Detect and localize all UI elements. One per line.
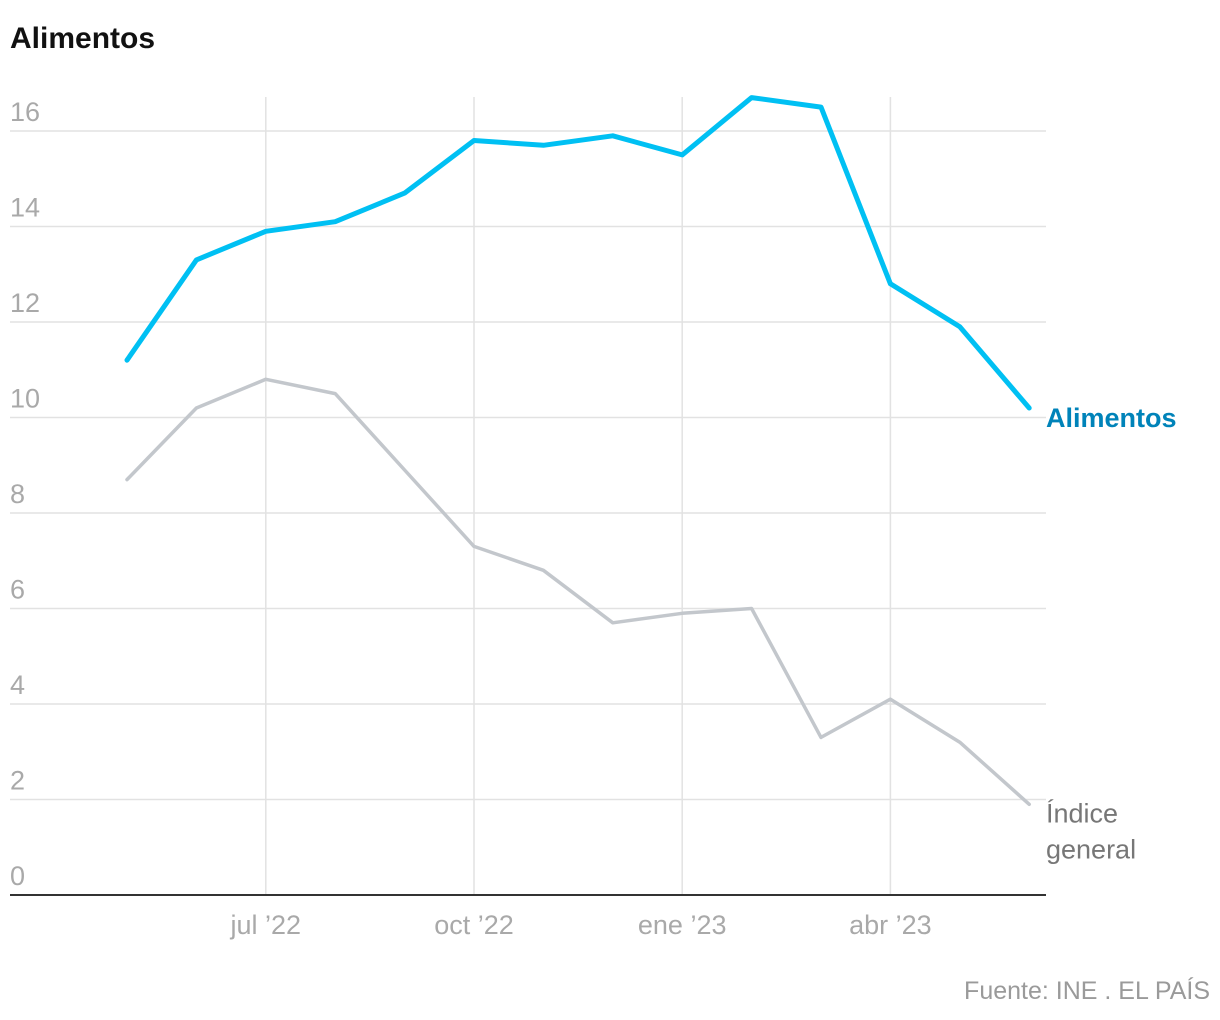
grid-layer <box>10 97 1046 895</box>
y-tick-label: 2 <box>10 766 25 796</box>
x-tick-label: oct ’22 <box>434 910 514 940</box>
y-tick-label: 8 <box>10 479 25 509</box>
series-label-indice-general: Índice <box>1046 798 1118 828</box>
y-tick-label: 6 <box>10 575 25 605</box>
series-line-alimentos <box>124 95 1032 411</box>
x-tick-label: abr ’23 <box>849 910 932 940</box>
series-line-indice-general <box>125 377 1031 807</box>
series-label-indice-general: general <box>1046 834 1136 864</box>
y-tick-label: 10 <box>10 384 40 414</box>
series-label-layer: Alimentos Índice general <box>1046 403 1177 864</box>
y-tick-label: 12 <box>10 288 40 318</box>
x-tick-label: jul ’22 <box>230 910 302 940</box>
chart-title: Alimentos <box>10 22 156 55</box>
source-note: Fuente: INE . EL PAÍS <box>964 977 1210 1005</box>
y-tick-label: 16 <box>10 97 40 127</box>
axis-layer: 0 2 4 6 8 10 12 14 16 jul ’22 oct ’22 ene ’23 abr ’2… <box>10 97 1046 940</box>
y-tick-label: 4 <box>10 670 25 700</box>
series-layer <box>124 95 1032 807</box>
series-label-alimentos: Alimentos <box>1046 403 1177 433</box>
y-tick-label: 0 <box>10 861 25 891</box>
y-tick-label: 14 <box>10 193 40 223</box>
x-tick-label: ene ’23 <box>638 910 727 940</box>
